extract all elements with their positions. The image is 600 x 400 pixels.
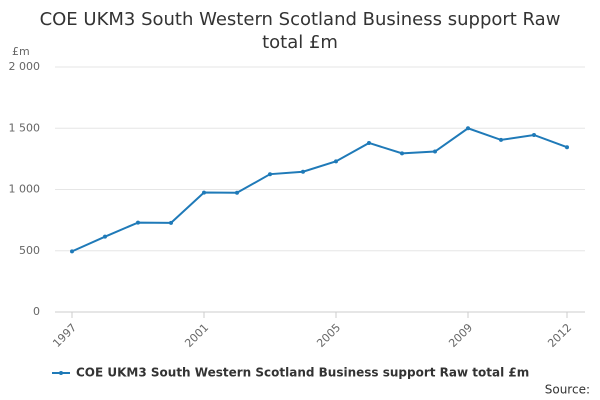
data-point (202, 190, 206, 195)
data-point (532, 132, 536, 137)
x-tick-label: 2009 (446, 321, 475, 350)
y-axis-label: £m (12, 45, 30, 58)
data-point (433, 149, 437, 154)
x-tick-label: 2001 (182, 321, 211, 350)
y-tick-label: 2 000 (9, 60, 41, 73)
legend-label: COE UKM3 South Western Scotland Business… (76, 366, 529, 380)
data-point (301, 169, 305, 174)
data-point (235, 190, 239, 195)
data-point (136, 220, 140, 225)
data-point (268, 172, 272, 177)
data-point (466, 126, 470, 131)
y-tick-label: 1 000 (9, 183, 41, 196)
series-line (71, 127, 568, 253)
data-point (103, 234, 107, 239)
legend-marker (59, 371, 63, 375)
y-tick-label: 0 (33, 305, 40, 318)
chart-title: COE UKM3 South Western Scotland Business… (39, 9, 561, 53)
x-tick-label: 1997 (50, 321, 79, 350)
y-tick-label: 1 500 (9, 121, 41, 134)
data-point (70, 249, 74, 254)
data-point (499, 137, 503, 142)
data-point (169, 220, 173, 225)
y-tick-label: 500 (19, 244, 40, 257)
data-point (334, 159, 338, 164)
source: Source: (545, 383, 590, 397)
data-point (367, 140, 371, 145)
x-tick-label: 2012 (545, 321, 574, 350)
x-tick-label: 2005 (314, 321, 343, 350)
data-point (565, 145, 569, 150)
data-point (400, 151, 404, 156)
